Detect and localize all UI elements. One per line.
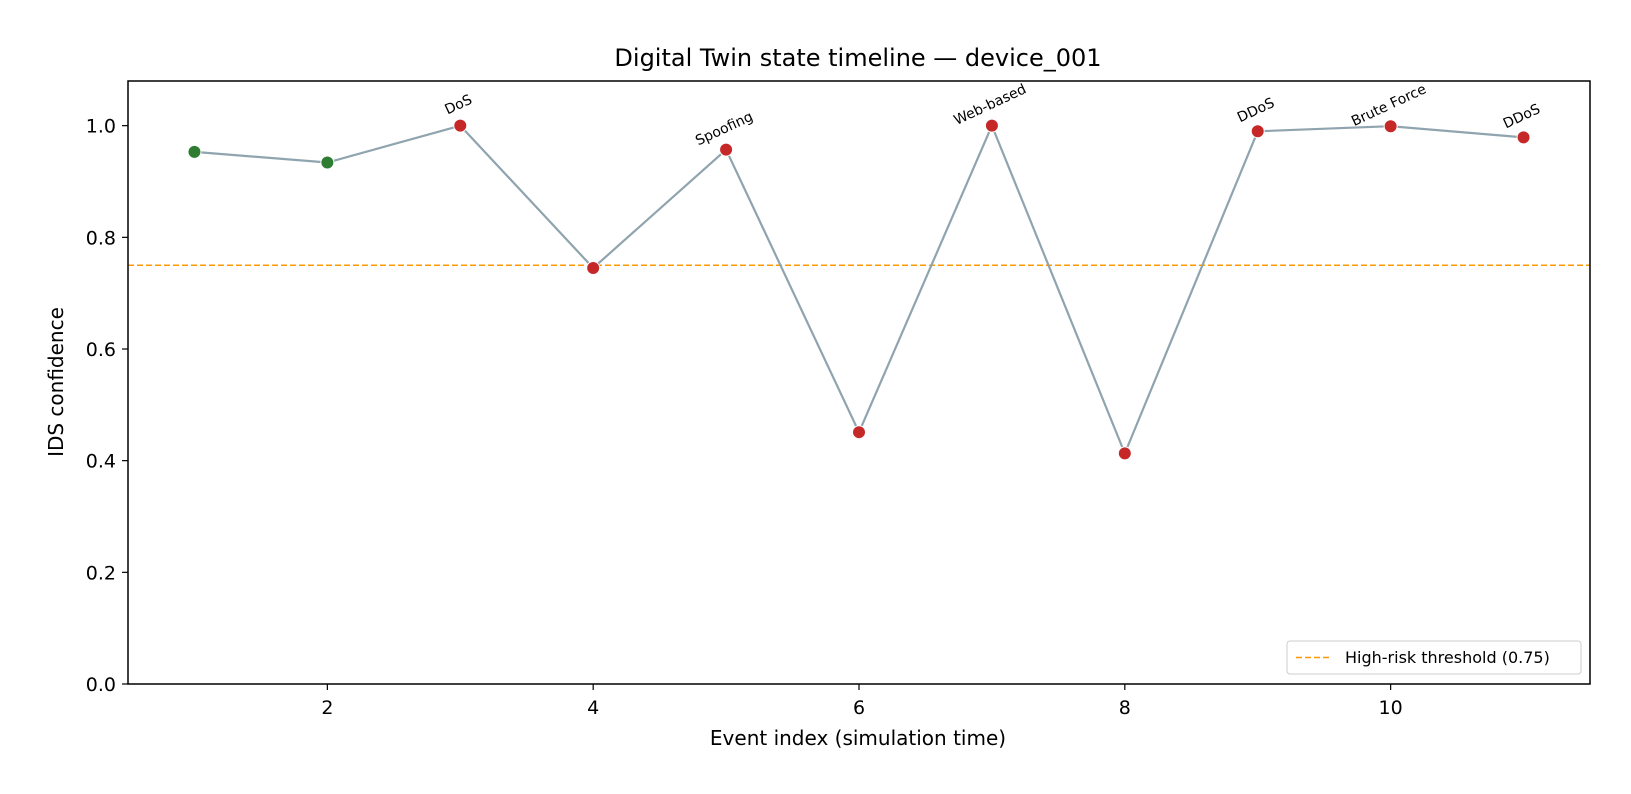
x-tick-label: 6: [853, 697, 865, 719]
legend-threshold-label: High-risk threshold (0.75): [1345, 648, 1550, 667]
data-point: [1383, 119, 1398, 134]
data-point: [187, 144, 202, 159]
data-point: [453, 118, 468, 133]
x-axis-label: Event index (simulation time): [710, 726, 1006, 750]
data-point: [852, 425, 866, 440]
x-tick-label: 8: [1119, 697, 1131, 719]
y-tick-label: 0.4: [86, 451, 116, 473]
x-tick-label: 2: [321, 697, 333, 719]
y-axis-label: IDS confidence: [44, 307, 68, 457]
y-tick-label: 0.0: [86, 674, 116, 696]
data-point: [1250, 124, 1265, 139]
point-label: DDoS: [1235, 95, 1277, 126]
y-tick-label: 0.6: [86, 339, 116, 361]
y-tick-label: 1.0: [86, 116, 116, 138]
y-axis-ticks: 0.0 0.2 0.4 0.6 0.8 1.0: [86, 116, 128, 696]
data-point: [320, 155, 335, 170]
data-point: [1117, 446, 1132, 461]
data-points-layer: [187, 118, 1531, 461]
point-label: DDoS: [1501, 101, 1543, 132]
plot-frame: [127, 80, 1591, 685]
legend-box: [1286, 640, 1582, 675]
x-tick-label: 4: [587, 697, 599, 719]
data-point: [719, 142, 734, 157]
data-point: [984, 118, 999, 133]
x-tick-label: 10: [1379, 697, 1403, 719]
x-axis-ticks: 2 4 6 8 10: [321, 684, 1403, 719]
y-tick-label: 0.2: [86, 562, 116, 584]
series-line: [194, 122, 1524, 457]
data-point: [586, 261, 601, 276]
point-label: DoS: [442, 92, 474, 118]
legend: High-risk threshold (0.75): [1286, 640, 1582, 675]
series-line-layer: [194, 122, 1524, 457]
y-tick-label: 0.8: [86, 227, 116, 249]
data-point: [1516, 130, 1531, 145]
chart-title: Digital Twin state timeline — device_001: [614, 44, 1101, 72]
